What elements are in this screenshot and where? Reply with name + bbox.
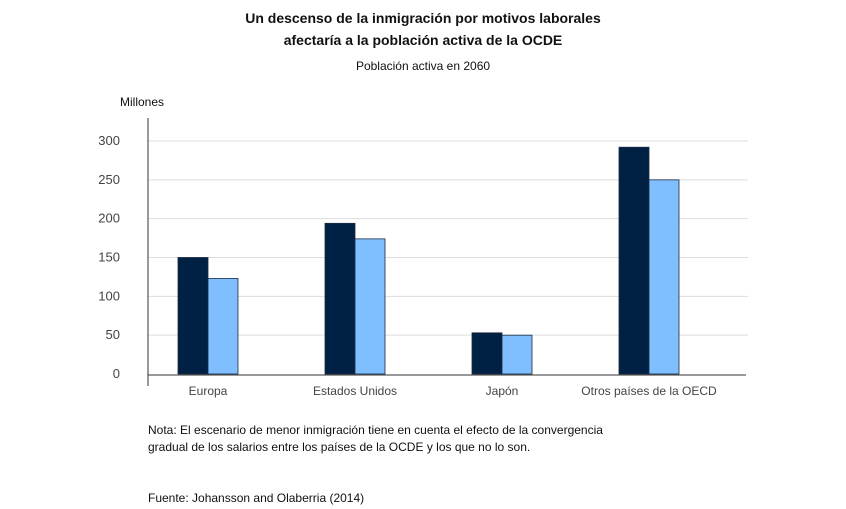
bar [177,257,209,375]
x-tick-label: Otros países de la OECD [581,384,717,398]
chart-subtitle: Población activa en 2060 [355,59,491,73]
y-tick-label: 300 [98,133,120,148]
note-line-1: Nota: El escenario de menor inmigración … [148,423,603,437]
bar [324,222,356,375]
bar [648,179,680,375]
y-tick-label: 50 [106,327,120,342]
y-tick-label: 200 [98,211,120,226]
note: Nota: El escenario de menor inmigración … [148,422,603,456]
x-tick-label: Estados Unidos [313,384,397,398]
note-line-2: gradual de los salarios entre los países… [148,440,531,454]
y-tick-label: 250 [98,172,120,187]
title-line-1: Un descenso de la inmigración por motivo… [245,10,601,26]
bar [501,334,533,375]
y-tick-label: 100 [98,288,120,303]
source: Fuente: Johansson and Olaberria (2014) [148,491,365,505]
y-tick-label: 0 [113,366,120,381]
y-axis-label: Millones [120,95,164,109]
bar [207,278,239,375]
chart-title: Un descenso de la inmigración por motivo… [0,7,846,51]
bar [471,332,503,375]
x-tick-label: Europa [189,384,228,398]
bar [618,146,650,375]
x-tick-label: Japón [486,384,519,398]
y-tick-label: 150 [98,250,120,265]
title-line-2: afectaría a la población activa de la OC… [283,32,563,48]
bar [354,238,386,375]
